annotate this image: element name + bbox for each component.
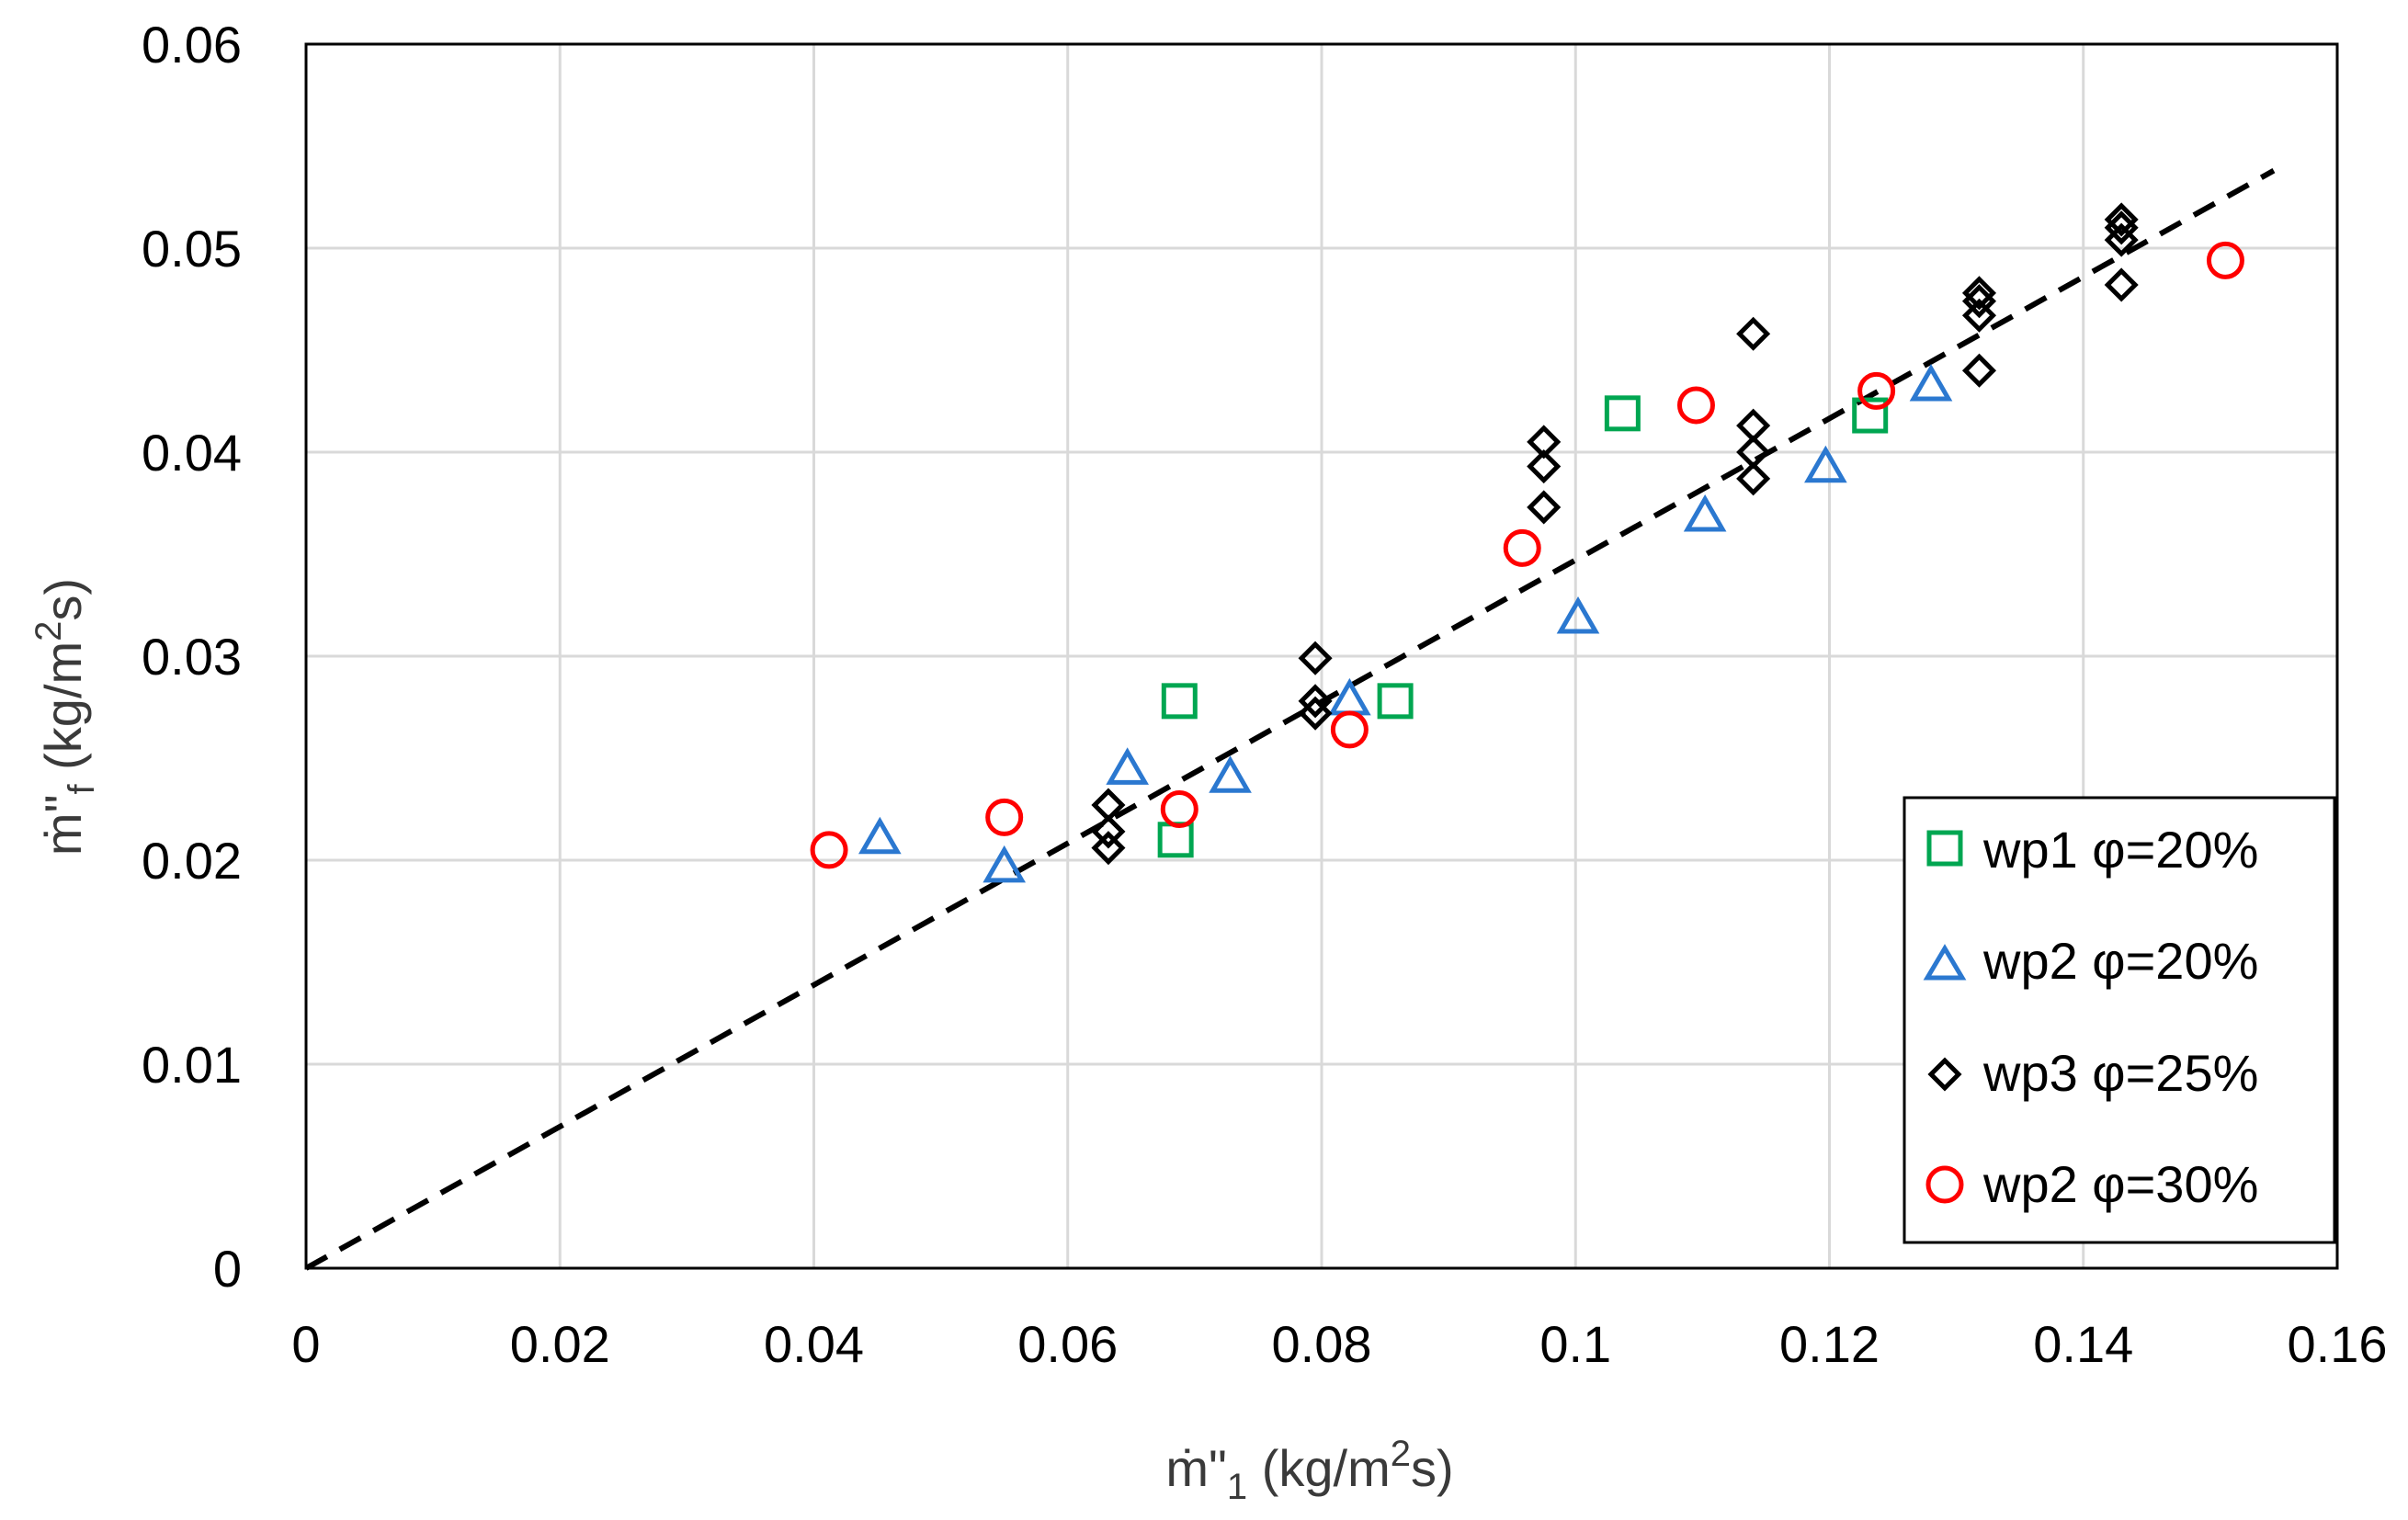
triangle-point xyxy=(1683,494,1727,532)
x-axis-title-unit-end: s) xyxy=(1411,1439,1454,1497)
y-axis-title-superscript: 2 xyxy=(28,621,69,641)
y-axis-title-unit: (kg/m xyxy=(34,641,92,785)
triangle-point xyxy=(1909,363,1953,402)
x-tick-label: 0.06 xyxy=(1017,1315,1118,1373)
legend-diamond-marker-icon xyxy=(1927,1057,1962,1092)
series-3 xyxy=(1091,202,2139,866)
circle-point xyxy=(2206,241,2244,279)
plot-area-frame xyxy=(304,42,2339,1270)
x-tick-label: 0.02 xyxy=(510,1315,610,1373)
legend: wp1 φ=20% wp2 φ=20% wp3 φ=25% wp2 φ=30% xyxy=(1903,796,2336,1244)
y-tick-label: 0 xyxy=(213,1240,242,1298)
diamond-point xyxy=(1298,696,1333,731)
diamond-point xyxy=(1527,449,1562,484)
square-point xyxy=(1161,683,1198,720)
triangle-point xyxy=(858,816,902,855)
square-point xyxy=(1852,397,1889,434)
diamond-point xyxy=(1961,276,1997,311)
triangle-point xyxy=(983,845,1027,883)
y-axis-title-subscript: f xyxy=(62,784,102,795)
legend-label: wp2 φ=20% xyxy=(1982,932,2258,990)
diamond-point xyxy=(1736,316,1771,351)
trend-line xyxy=(304,168,2276,1271)
square-point xyxy=(1604,395,1641,432)
circle-point xyxy=(1503,528,1541,567)
series-1 xyxy=(1157,395,1889,858)
y-tick-label: 0.01 xyxy=(142,1036,242,1094)
legend-item-wp3-phi25: wp3 φ=25% xyxy=(1927,1044,2258,1102)
x-axis-title-unit: (kg/m xyxy=(1247,1439,1391,1497)
legend-item-wp1-phi20: wp1 φ=20% xyxy=(1926,821,2258,879)
y-tick-label: 0.06 xyxy=(142,16,242,74)
triangle-point xyxy=(1106,747,1149,785)
x-tick-label: 0.04 xyxy=(764,1315,864,1373)
y-tick-label: 0.03 xyxy=(142,628,242,686)
triangle-point xyxy=(1804,445,1847,483)
plot-frame-group xyxy=(304,42,2339,1270)
diamond-point xyxy=(1961,284,1997,319)
diamond-point xyxy=(1736,461,1771,496)
triangle-point xyxy=(1328,677,1371,716)
circle-point xyxy=(1676,386,1715,425)
legend-circle-marker-icon xyxy=(1925,1165,1964,1204)
triangle-point xyxy=(1209,755,1252,793)
square-point xyxy=(1377,683,1414,720)
legend-label: wp3 φ=25% xyxy=(1982,1044,2258,1102)
y-tick-labels: 0 0.01 0.02 0.03 0.04 0.05 0.06 xyxy=(142,16,242,1298)
x-axis-title-superscript: 2 xyxy=(1391,1434,1411,1474)
diamond-point xyxy=(2104,202,2139,237)
series-4 xyxy=(810,241,2244,869)
x-tick-label: 0.1 xyxy=(1539,1315,1611,1373)
legend-label: wp1 φ=20% xyxy=(1982,821,2258,879)
y-axis-title: ṁ"f (kg/m2s) xyxy=(28,578,102,856)
x-axis-title-subscript: 1 xyxy=(1227,1467,1247,1507)
y-axis-title-unit-end: s) xyxy=(34,578,92,621)
diamond-point xyxy=(1961,298,1997,333)
circle-point xyxy=(810,831,848,869)
diamond-point xyxy=(1091,814,1126,849)
legend-item-wp2-phi20: wp2 φ=20% xyxy=(1923,932,2258,990)
data-points xyxy=(810,202,2244,883)
circle-point xyxy=(1160,790,1198,828)
circle-point xyxy=(985,798,1024,836)
diamond-point xyxy=(1091,831,1126,866)
trend-line-group xyxy=(304,168,2276,1271)
legend-square-marker-icon xyxy=(1926,830,1963,867)
x-tick-label: 0.08 xyxy=(1272,1315,1372,1373)
y-axis-title-base: ṁ" xyxy=(34,795,92,856)
square-point xyxy=(1157,822,1194,858)
y-tick-label: 0.04 xyxy=(142,424,242,482)
diamond-point xyxy=(1298,684,1333,719)
x-axis-title: ṁ"1 (kg/m2s) xyxy=(1165,1434,1453,1507)
circle-point xyxy=(1330,710,1369,749)
legend-frame xyxy=(1903,796,2336,1244)
diamond-point xyxy=(2104,267,2139,302)
diamond-point xyxy=(2104,222,2139,257)
diamond-point xyxy=(1961,353,1997,388)
x-tick-label: 0.12 xyxy=(1779,1315,1880,1373)
triangle-point xyxy=(1556,596,1600,634)
legend-item-wp2-phi30: wp2 φ=30% xyxy=(1925,1155,2258,1213)
legend-label: wp2 φ=30% xyxy=(1982,1155,2258,1213)
diamond-point xyxy=(1298,641,1333,675)
x-axis-title-base: ṁ" xyxy=(1165,1439,1227,1497)
legend-triangle-marker-icon xyxy=(1923,944,1967,981)
diamond-point xyxy=(2104,210,2139,245)
x-tick-label: 0.16 xyxy=(2288,1315,2388,1373)
x-tick-label: 0.14 xyxy=(2033,1315,2133,1373)
circle-point xyxy=(1857,371,1896,410)
x-tick-label: 0 xyxy=(291,1315,320,1373)
x-tick-labels: 0 0.02 0.04 0.06 0.08 0.1 0.12 0.14 0.16 xyxy=(291,1315,2387,1373)
series-2 xyxy=(858,363,1953,883)
y-tick-label: 0.05 xyxy=(142,220,242,278)
y-tick-label: 0.02 xyxy=(142,832,242,890)
diamond-point xyxy=(1527,490,1562,525)
